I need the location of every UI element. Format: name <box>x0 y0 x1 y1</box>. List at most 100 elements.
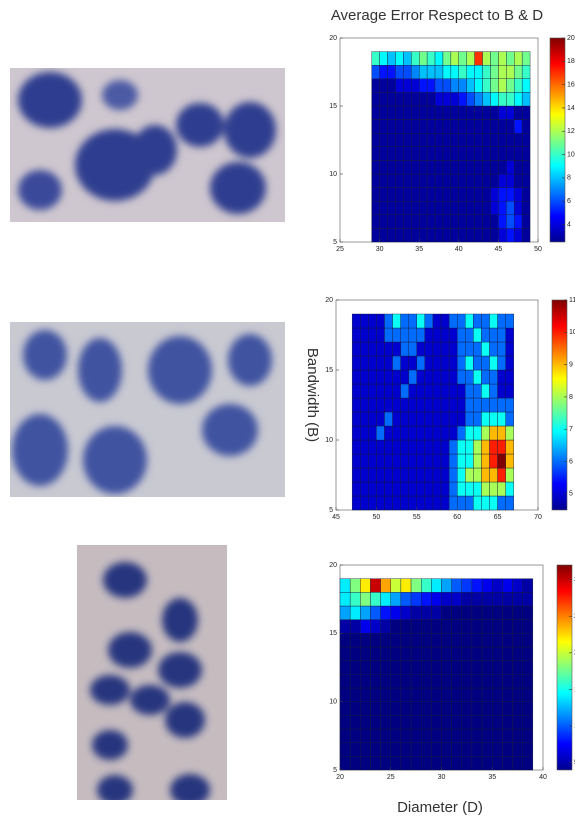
heat-cell <box>401 426 409 440</box>
heat-cell <box>433 342 441 356</box>
heat-cell <box>502 633 512 647</box>
heat-cell <box>409 370 417 384</box>
heat-cell <box>490 426 498 440</box>
colorbar-tick-label: 5 <box>569 491 573 498</box>
heat-cell <box>481 314 489 328</box>
heat-cell <box>443 147 451 161</box>
heat-cell <box>449 412 457 426</box>
heat-cell <box>411 661 421 675</box>
heat-cell <box>401 496 409 510</box>
heat-cell <box>380 174 388 188</box>
heat-cell <box>391 606 401 620</box>
heat-cell <box>482 674 492 688</box>
heat-cell <box>340 592 350 606</box>
heat-cell <box>443 228 451 242</box>
heat-cell <box>502 579 512 593</box>
heat-cell <box>506 201 514 215</box>
heat-cell <box>457 342 465 356</box>
heat-cell <box>401 454 409 468</box>
heat-cell <box>340 702 350 716</box>
heat-cell <box>475 228 483 242</box>
heat-cell <box>506 106 514 120</box>
heat-cell <box>462 579 472 593</box>
heat-cell <box>393 440 401 454</box>
heat-cell <box>433 412 441 426</box>
x-tick-label: 50 <box>534 246 542 253</box>
heat-cell <box>384 328 392 342</box>
heat-cell <box>381 743 391 757</box>
heat-cell <box>419 79 427 93</box>
y-tick-label: 10 <box>329 171 337 178</box>
heat-cell <box>523 756 533 770</box>
heat-cell <box>472 702 482 716</box>
heat-cell <box>376 328 384 342</box>
heat-cell <box>360 715 370 729</box>
heat-cell <box>522 147 530 161</box>
heat-cell <box>513 579 523 593</box>
heat-cell <box>370 702 380 716</box>
heat-cell <box>384 384 392 398</box>
heat-cell <box>360 384 368 398</box>
heat-cell <box>435 147 443 161</box>
colorbar <box>550 38 565 242</box>
heat-cell <box>409 426 417 440</box>
heat-cell <box>368 412 376 426</box>
heat-cell <box>514 160 522 174</box>
heat-cell <box>473 356 481 370</box>
heat-cell <box>411 228 419 242</box>
heat-cell <box>502 661 512 675</box>
heat-cell <box>492 743 502 757</box>
heat-cell <box>368 440 376 454</box>
heat-cell <box>360 702 370 716</box>
y-tick-label: 10 <box>329 699 337 706</box>
heat-cell <box>514 188 522 202</box>
heat-cell <box>483 133 491 147</box>
heat-cell <box>380 92 388 106</box>
heat-cell <box>457 440 465 454</box>
heat-cell <box>372 188 380 202</box>
heat-cell <box>502 702 512 716</box>
heat-cell <box>473 328 481 342</box>
heat-cell <box>370 592 380 606</box>
heat-cell <box>492 592 502 606</box>
heat-cell <box>514 65 522 79</box>
heat-cell <box>506 454 514 468</box>
heat-cell <box>360 633 370 647</box>
heat-cell <box>490 52 498 66</box>
heat-cell <box>380 188 388 202</box>
heat-cell <box>433 440 441 454</box>
colorbar-tick-label: 8 <box>569 394 573 401</box>
heat-cell <box>395 120 403 134</box>
heat-cell <box>467 133 475 147</box>
heat-cell <box>376 496 384 510</box>
heat-cell <box>482 729 492 743</box>
colorbar-tick-label: 18 <box>567 58 575 65</box>
heat-cell <box>490 482 498 496</box>
heat-cell <box>376 342 384 356</box>
heat-cell <box>403 120 411 134</box>
heat-cell <box>462 633 472 647</box>
heat-cell <box>384 496 392 510</box>
heat-cell <box>388 120 396 134</box>
heat-cell <box>451 215 459 229</box>
heat-cell <box>425 328 433 342</box>
heat-cell <box>459 160 467 174</box>
heat-cell <box>498 133 506 147</box>
heat-cell <box>514 106 522 120</box>
heat-cell <box>467 120 475 134</box>
heat-cell <box>452 647 462 661</box>
heat-cell <box>403 201 411 215</box>
heat-cell <box>457 468 465 482</box>
heat-cell <box>457 384 465 398</box>
heat-cell <box>498 92 506 106</box>
heat-cell <box>417 398 425 412</box>
heat-cell <box>498 147 506 161</box>
heat-cell <box>372 120 380 134</box>
heat-cell <box>522 106 530 120</box>
heat-cell <box>431 702 441 716</box>
heat-cell <box>462 729 472 743</box>
heat-cell <box>425 398 433 412</box>
heat-cell <box>472 606 482 620</box>
heat-cell <box>411 174 419 188</box>
heat-cell <box>482 743 492 757</box>
